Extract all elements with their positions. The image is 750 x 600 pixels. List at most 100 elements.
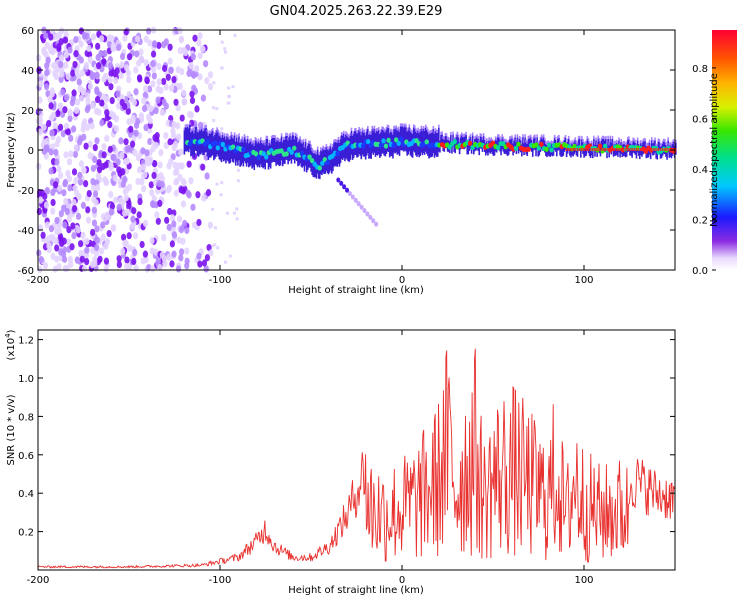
heatmap-cell (374, 129, 377, 133)
heatmap-cell (465, 131, 467, 135)
heatmap-cell (328, 145, 331, 149)
heatmap-cell (256, 154, 261, 160)
heatmap-cell (215, 107, 219, 111)
heatmap-cell (375, 128, 378, 132)
heatmap-cell (256, 140, 259, 144)
heatmap-cell (362, 129, 365, 133)
heatmap-cell (279, 138, 282, 142)
heatmap-cell (464, 133, 466, 137)
heatmap-cell (356, 130, 358, 134)
heatmap-cell (628, 136, 630, 140)
heatmap-cell (607, 135, 609, 139)
heatmap-cell (53, 148, 59, 156)
heatmap-cell (368, 214, 373, 220)
heatmap-cell (58, 235, 64, 243)
heatmap-cell (617, 141, 619, 145)
heatmap-cell (102, 176, 108, 184)
heatmap-cell (570, 148, 572, 151)
y-tick-label: 40 (21, 66, 34, 77)
heatmap-cell (446, 136, 449, 140)
heatmap-cell (555, 144, 558, 157)
heatmap-cell (144, 76, 150, 84)
heatmap-cell (637, 148, 640, 151)
heatmap-cell (106, 34, 113, 42)
heatmap-cell (243, 134, 246, 138)
heatmap-cell (199, 45, 206, 53)
heatmap-cell (126, 76, 132, 84)
heatmap-cell (90, 246, 96, 255)
heatmap-cell (386, 137, 391, 143)
heatmap-cell (602, 143, 608, 149)
heatmap-cell (175, 104, 181, 112)
heatmap-cell (67, 184, 73, 192)
heatmap-cell (266, 135, 269, 139)
heatmap-cell (675, 139, 677, 143)
heatmap-cell (178, 186, 185, 194)
x-tick-label: -100 (209, 275, 232, 286)
heatmap-cell (452, 131, 454, 135)
heatmap-cell (193, 133, 196, 158)
heatmap-cell (126, 118, 132, 126)
heatmap-cell (289, 149, 294, 155)
heatmap-cell (197, 32, 203, 40)
heatmap-cell (345, 131, 347, 135)
heatmap-cell (196, 39, 202, 47)
heatmap-cell (655, 148, 657, 151)
heatmap-cell (605, 136, 607, 140)
heatmap-cell (44, 221, 50, 229)
heatmap-cell (426, 126, 428, 130)
heatmap-cell (265, 135, 268, 139)
heatmap-cell (90, 164, 96, 173)
heatmap-cell (120, 247, 126, 256)
heatmap-cell (192, 34, 198, 42)
snr-panel: -200 -100 0 100 0.2 0.4 0.6 0.8 1.0 1.2 Height o… (4, 329, 676, 596)
heatmap-cell (574, 148, 576, 151)
heatmap-cell (196, 252, 202, 260)
heatmap-cell (380, 129, 382, 133)
heatmap-cell (52, 265, 58, 273)
heatmap-cell (533, 135, 535, 139)
heatmap-cell (38, 255, 44, 264)
heatmap-cell (292, 132, 295, 136)
heatmap-cell (371, 218, 376, 224)
heatmap-cell (208, 130, 211, 134)
heatmap-cell (122, 34, 128, 42)
heatmap-cell (489, 138, 491, 142)
heatmap-cell (216, 127, 218, 131)
heatmap-cell (316, 146, 319, 150)
heatmap-cell (94, 225, 100, 233)
heatmap-cell (664, 148, 666, 151)
heatmap-cell (184, 127, 187, 152)
heatmap-cell (48, 33, 54, 41)
colorbar: 0.0 0.2 0.4 0.6 0.8 Normalized spectral ampl… (692, 30, 737, 277)
heatmap-cell (631, 148, 633, 151)
heatmap-cell (185, 189, 191, 197)
heatmap-cell (94, 236, 100, 244)
colorbar-tick-label: 0.4 (692, 165, 708, 176)
heatmap-cell (61, 204, 67, 212)
heatmap-cell (189, 90, 195, 98)
heatmap-cell (219, 133, 222, 137)
heatmap-cell (44, 62, 50, 70)
heatmap-cell (127, 53, 133, 61)
heatmap-cell (335, 150, 340, 157)
heatmap-cell (347, 137, 349, 162)
heatmap-cell (225, 136, 227, 140)
heatmap-cell (296, 134, 298, 138)
snr-frame (38, 330, 675, 570)
heatmap-cell (529, 134, 532, 138)
heatmap-cell (525, 139, 527, 143)
heatmap-cell (513, 140, 515, 153)
heatmap-cell (633, 138, 636, 142)
heatmap-cell (583, 148, 585, 151)
heatmap-cell (629, 148, 631, 151)
heatmap-cell (50, 207, 56, 215)
heatmap-cell (155, 217, 161, 225)
heatmap-cell (511, 138, 513, 151)
heatmap-cell (63, 51, 69, 59)
heatmap-cell (273, 137, 275, 162)
heatmap-cell (586, 136, 589, 140)
heatmap-cell (195, 191, 201, 199)
heatmap-cell (242, 142, 245, 167)
heatmap-cell (244, 139, 247, 164)
